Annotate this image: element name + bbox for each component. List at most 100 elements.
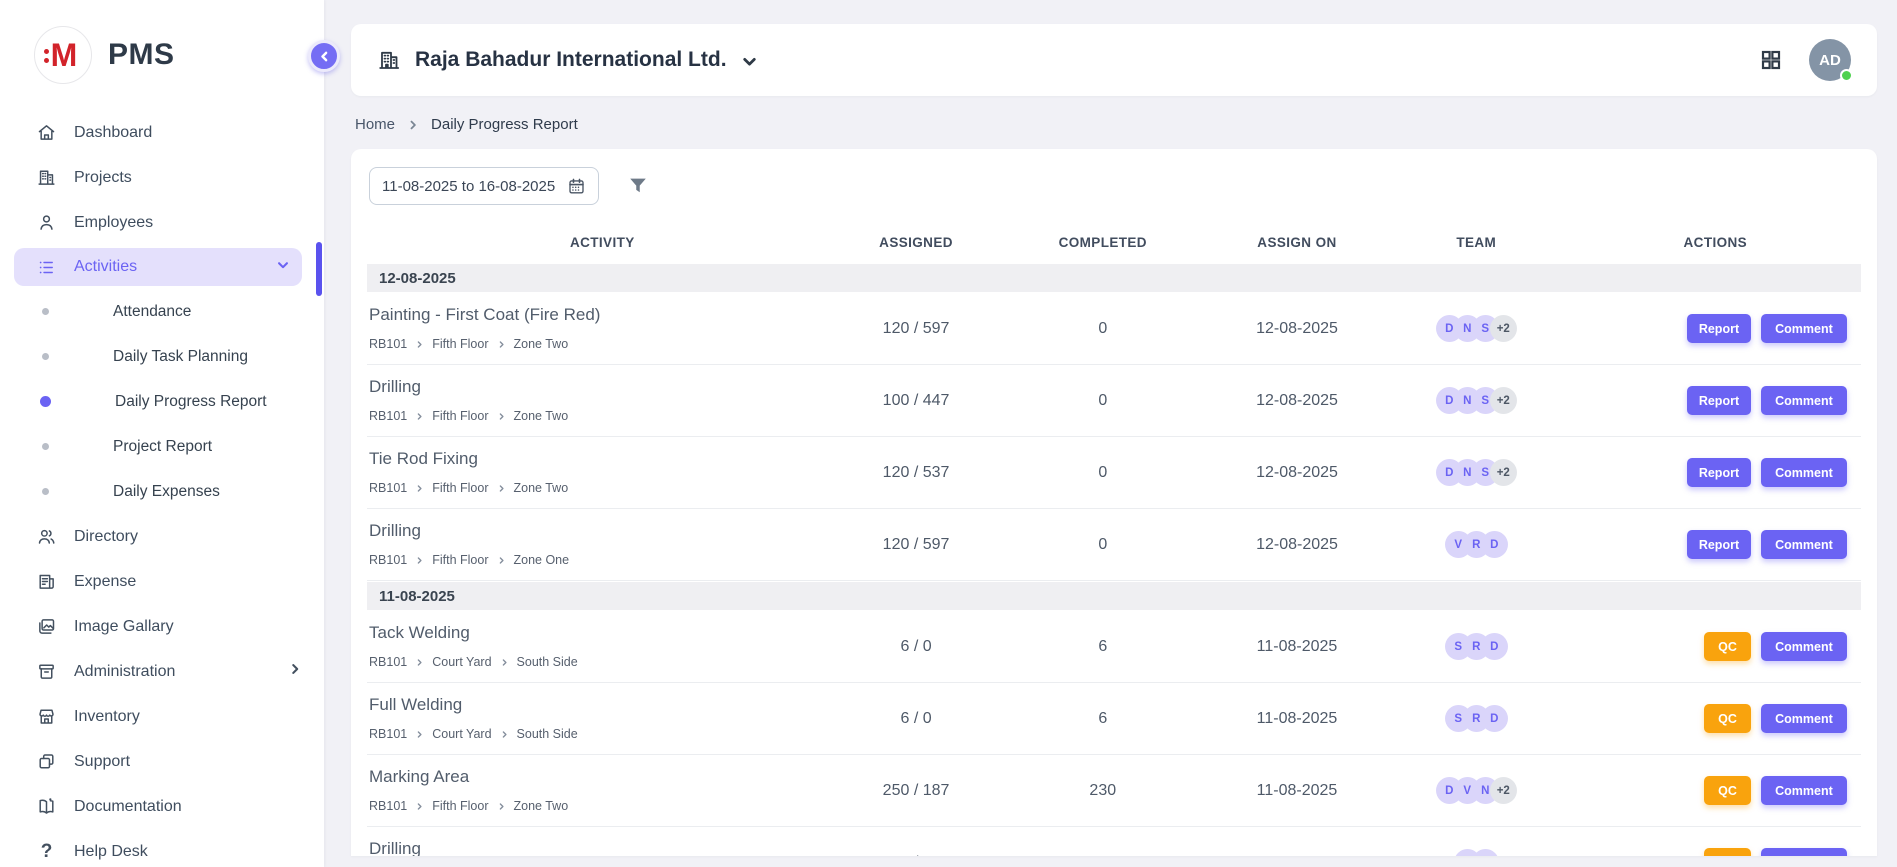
actions-cell: Report Comment bbox=[1570, 314, 1861, 343]
topbar-right: AD bbox=[1759, 39, 1853, 82]
qc-button[interactable]: QC bbox=[1703, 632, 1751, 661]
table-row: Drilling RB101 Fifth Floor Zone Two 100 / … bbox=[367, 365, 1861, 437]
team-avatar-group[interactable]: D V N +2 bbox=[1383, 777, 1570, 804]
apps-grid-icon[interactable] bbox=[1759, 48, 1783, 72]
team-avatar-group[interactable]: D N S +2 bbox=[1383, 315, 1570, 342]
chevron-right-icon bbox=[417, 412, 422, 420]
chevron-right-icon bbox=[499, 802, 504, 810]
sidebar-item-label: Documentation bbox=[74, 797, 182, 815]
sidebar-item-expense[interactable]: Expense bbox=[0, 559, 324, 604]
path-segment: RB101 bbox=[369, 481, 408, 495]
report-button[interactable]: Report bbox=[1686, 458, 1751, 487]
activity-path: RB101 Court Yard South Side bbox=[369, 655, 832, 669]
filter-icon[interactable] bbox=[627, 175, 649, 197]
qc-button[interactable]: QC bbox=[1703, 776, 1751, 805]
bullet-dot-icon bbox=[42, 488, 49, 495]
comment-button[interactable]: Comment bbox=[1760, 386, 1847, 415]
sidebar-item-help-desk[interactable]: ? Help Desk bbox=[0, 829, 324, 867]
team-avatar-group[interactable]: D N S +2 bbox=[1383, 459, 1570, 486]
team-avatar: D bbox=[1480, 705, 1508, 732]
sidebar-item-directory[interactable]: Directory bbox=[0, 514, 324, 559]
chevron-right-icon bbox=[499, 484, 504, 492]
sidebar-subitem-attendance[interactable]: Attendance bbox=[0, 289, 324, 334]
report-button[interactable]: Report bbox=[1686, 314, 1751, 343]
chevron-right-icon bbox=[410, 120, 416, 129]
comment-button[interactable]: Comment bbox=[1760, 632, 1847, 661]
bullet-dot-icon bbox=[42, 308, 49, 315]
sidebar-item-label: Dashboard bbox=[74, 123, 153, 141]
date-range-input[interactable]: 11-08-2025 to 16-08-2025 bbox=[369, 167, 600, 205]
activity-cell: Drilling RB101 Fifth Floor Zone Two bbox=[367, 365, 838, 436]
activity-title: Tack Welding bbox=[369, 623, 470, 642]
sidebar-subitem-daily-expenses[interactable]: Daily Expenses bbox=[0, 469, 324, 514]
assign-on-value: 11-08-2025 bbox=[1256, 709, 1338, 727]
team-avatar-overflow[interactable]: +2 bbox=[1489, 777, 1517, 804]
sidebar-item-activities[interactable]: Activities bbox=[14, 248, 302, 286]
sidebar-item-employees[interactable]: Employees bbox=[0, 200, 324, 245]
table-row: Tack Welding RB101 Court Yard South Side 6… bbox=[367, 611, 1861, 683]
assign-on-value: 11-08-2025 bbox=[1256, 637, 1338, 655]
chevron-right-icon bbox=[417, 802, 422, 810]
calendar-icon[interactable] bbox=[567, 177, 586, 196]
completed-value: 0 bbox=[1098, 463, 1108, 481]
completed-value: 0 bbox=[1098, 391, 1108, 409]
sidebar-item-dashboard[interactable]: Dashboard bbox=[0, 110, 324, 155]
qc-button[interactable]: QC bbox=[1703, 848, 1751, 856]
chevron-right-icon bbox=[417, 484, 422, 492]
sidebar-item-image-gallary[interactable]: Image Gallary bbox=[0, 604, 324, 649]
path-segment: Fifth Floor bbox=[432, 409, 489, 423]
path-segment: RB101 bbox=[369, 799, 408, 813]
assign-on-value: 12-08-2025 bbox=[1256, 535, 1338, 553]
sidebar-scrollbar-thumb[interactable] bbox=[316, 242, 322, 296]
sidebar-item-projects[interactable]: Projects bbox=[0, 155, 324, 200]
path-segment: Zone Two bbox=[513, 409, 569, 423]
assigned-value: 6 / 0 bbox=[900, 709, 932, 727]
qc-button[interactable]: QC bbox=[1703, 704, 1751, 733]
comment-button[interactable]: Comment bbox=[1760, 458, 1847, 487]
logo: M PMS bbox=[0, 0, 324, 84]
archive-icon bbox=[39, 664, 54, 679]
group-date-header: 12-08-2025 bbox=[367, 264, 1861, 292]
sidebar-item-inventory[interactable]: Inventory bbox=[0, 694, 324, 739]
sidebar-item-support[interactable]: Support bbox=[0, 739, 324, 784]
team-avatar-overflow[interactable]: +2 bbox=[1489, 459, 1517, 486]
completed-value: 0 bbox=[1098, 319, 1108, 337]
sidebar-collapse-button[interactable] bbox=[308, 40, 340, 72]
report-button[interactable]: Report bbox=[1686, 530, 1751, 559]
assign-on-value: 11-08-2025 bbox=[1211, 854, 1383, 857]
company-selector[interactable]: Raja Bahadur International Ltd. bbox=[377, 48, 758, 72]
chevron-right-icon bbox=[502, 658, 507, 666]
filter-row: 11-08-2025 to 16-08-2025 bbox=[369, 167, 1861, 205]
content-card: 11-08-2025 to 16-08-2025 ACTIVITY ASSIGNE… bbox=[351, 149, 1877, 856]
activity-title: Tie Rod Fixing bbox=[369, 449, 478, 468]
report-button[interactable]: Report bbox=[1686, 386, 1751, 415]
comment-button[interactable]: Comment bbox=[1760, 314, 1847, 343]
activity-path: RB101 Fifth Floor Zone Two bbox=[369, 409, 832, 423]
path-segment: Zone Two bbox=[513, 799, 569, 813]
sidebar-subitem-project-report[interactable]: Project Report bbox=[0, 424, 324, 469]
sidebar-item-administration[interactable]: Administration bbox=[0, 649, 324, 694]
sidebar-subitem-daily-progress-report[interactable]: Daily Progress Report bbox=[0, 379, 324, 424]
activity-title: Drilling bbox=[369, 839, 421, 856]
comment-button[interactable]: Comment bbox=[1760, 530, 1847, 559]
activity-path: RB101 Fifth Floor Zone One bbox=[369, 553, 832, 567]
team-avatar-group[interactable]: D N S +2 bbox=[1383, 387, 1570, 414]
avatar[interactable]: AD bbox=[1809, 39, 1853, 82]
breadcrumb-home[interactable]: Home bbox=[355, 116, 396, 133]
team-avatar-group[interactable]: NR bbox=[1383, 849, 1570, 856]
sidebar-item-label: Inventory bbox=[74, 707, 140, 725]
comment-button[interactable]: Comment bbox=[1760, 704, 1847, 733]
sidebar-item-documentation[interactable]: Documentation bbox=[0, 784, 324, 829]
team-avatar-overflow[interactable]: +2 bbox=[1489, 387, 1517, 414]
comment-button[interactable]: Comment bbox=[1760, 776, 1847, 805]
comment-button[interactable]: Comment bbox=[1760, 848, 1847, 856]
people-icon bbox=[38, 529, 55, 544]
team-avatar-overflow[interactable]: +2 bbox=[1489, 315, 1517, 342]
assign-on-value: 12-08-2025 bbox=[1256, 391, 1338, 409]
activity-path: RB101 Fifth Floor Zone Two bbox=[369, 481, 832, 495]
sidebar-subitem-daily-task-planning[interactable]: Daily Task Planning bbox=[0, 334, 324, 379]
